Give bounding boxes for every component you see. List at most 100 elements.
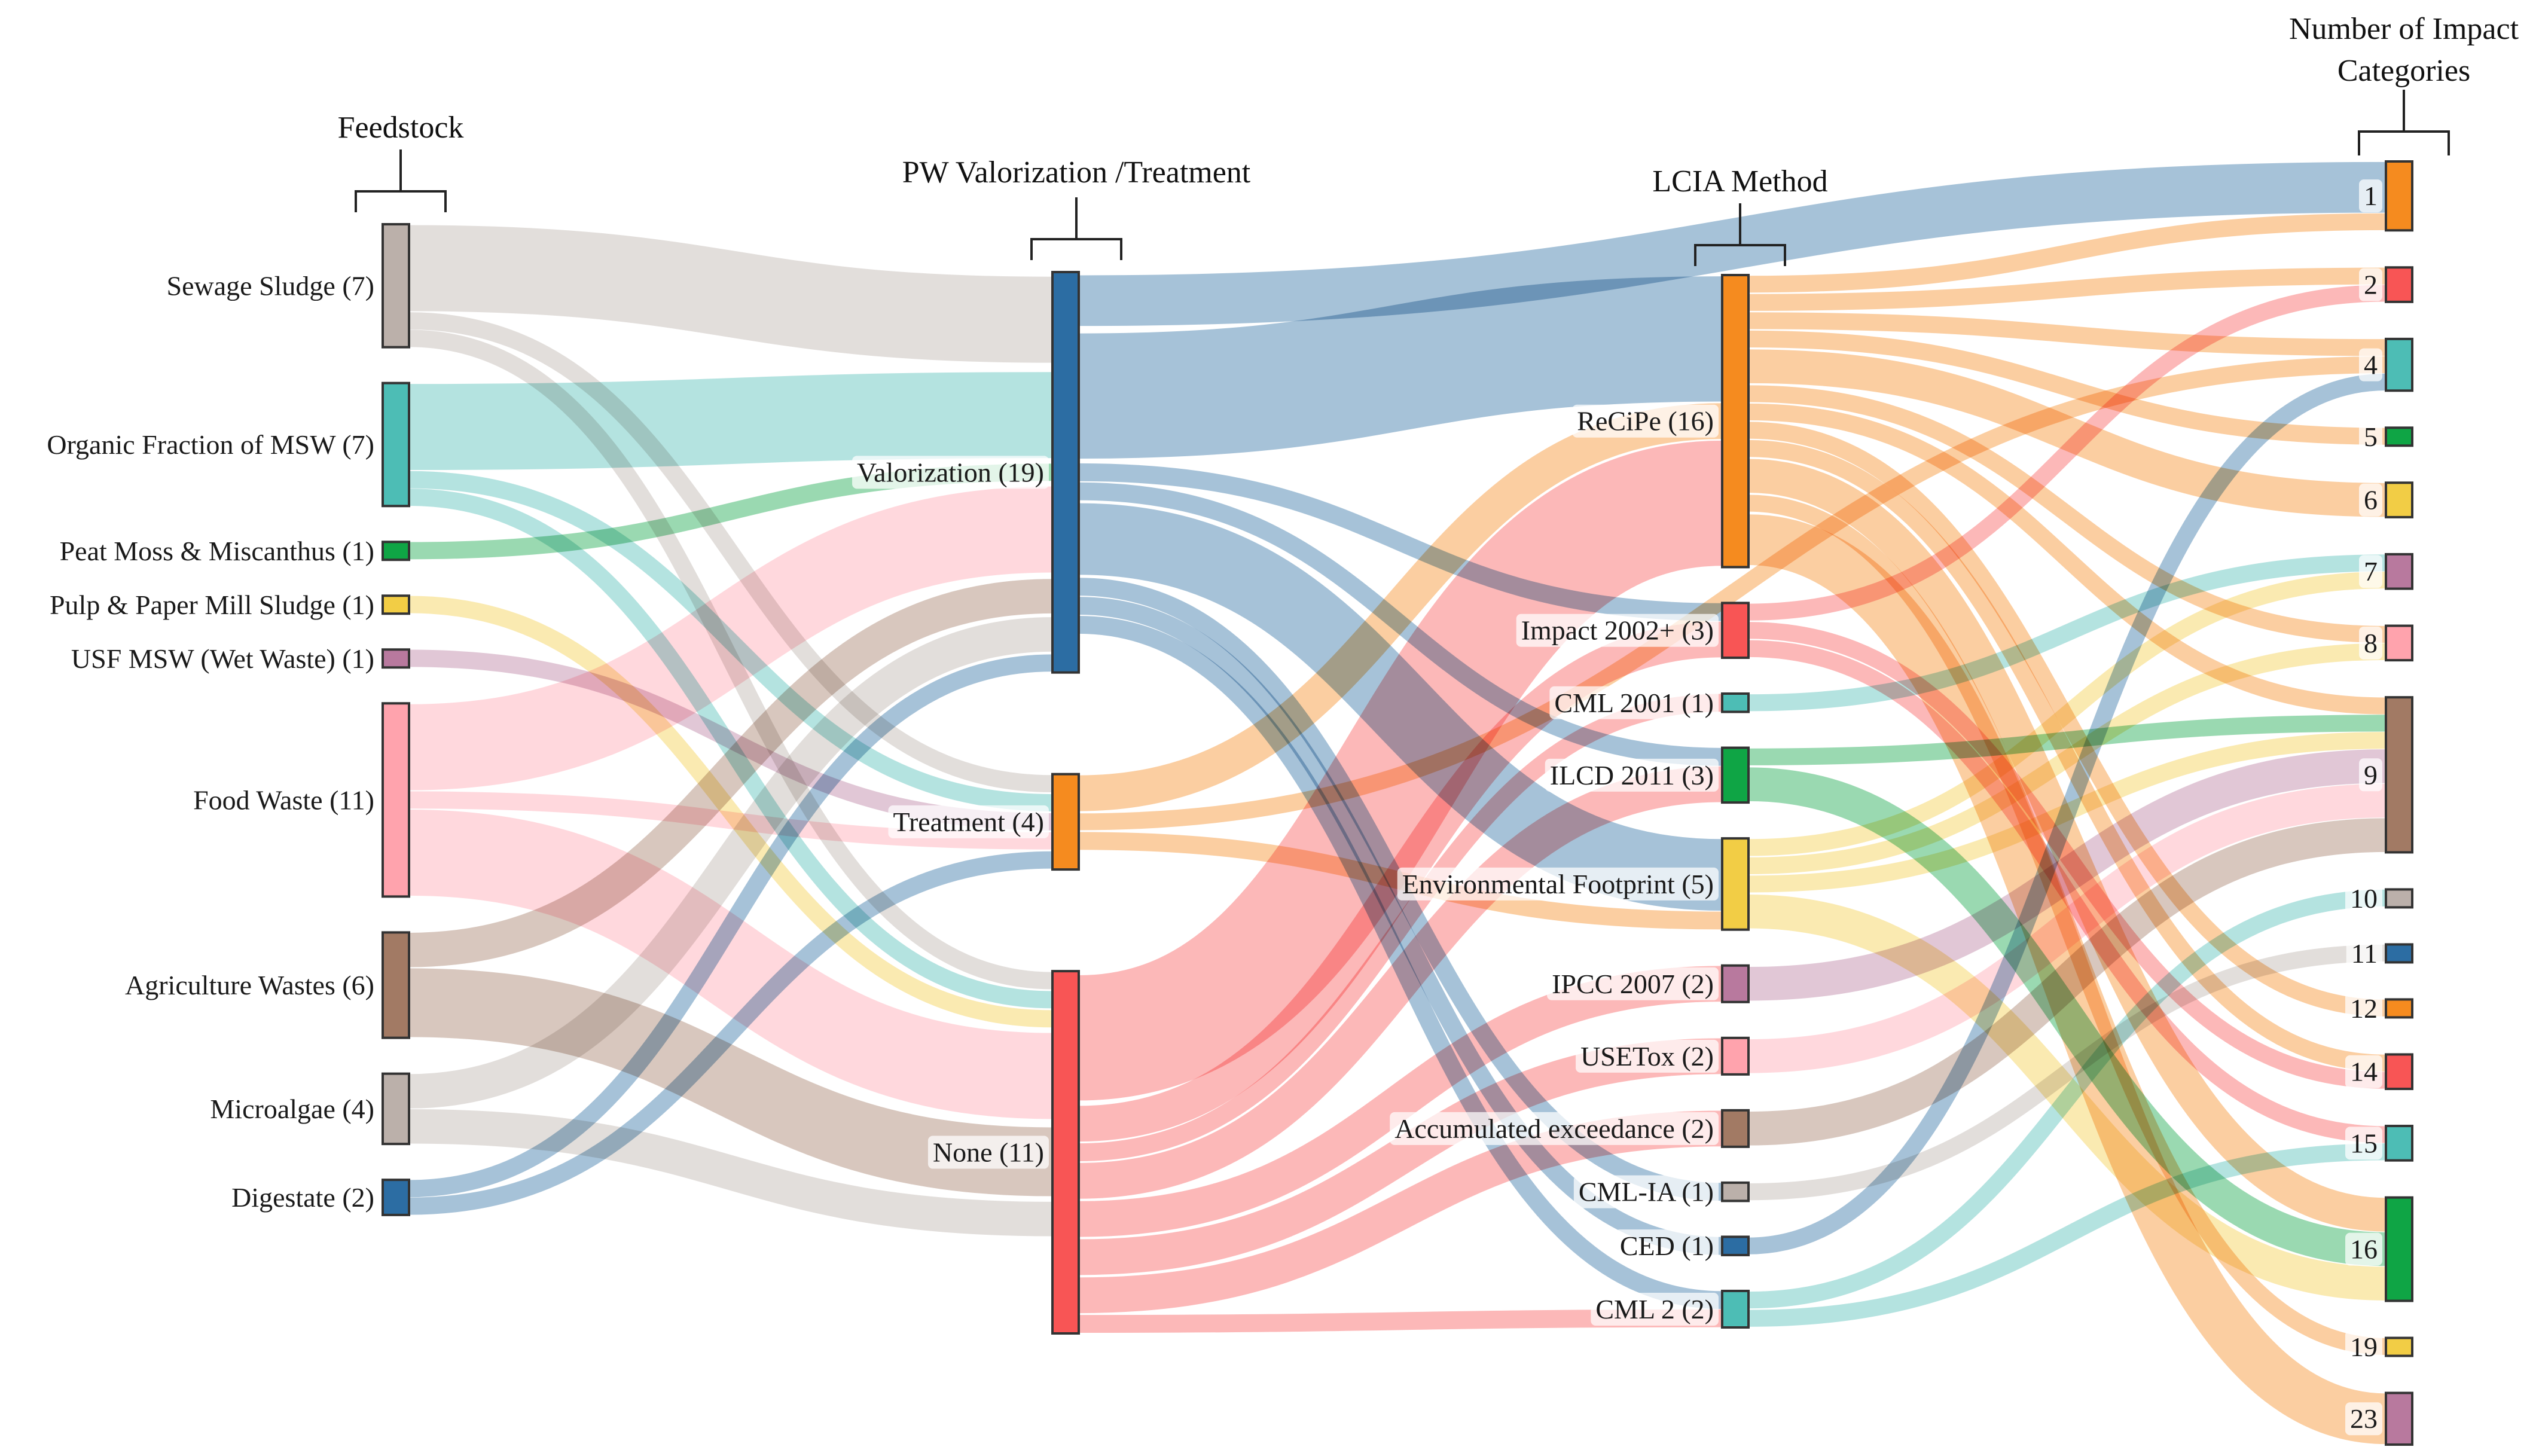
node-treat — [1051, 773, 1080, 871]
column-bracket-treatment — [1030, 197, 1122, 260]
node-ipcc — [1721, 964, 1750, 1003]
node-label-n6: 6 — [2364, 485, 2378, 515]
label-halo — [2359, 758, 2382, 792]
node-label-n19: 19 — [2350, 1332, 2378, 1362]
link-food-to-valor — [408, 486, 1053, 790]
node-label-algae: Microalgae (4) — [210, 1094, 374, 1124]
column-headers: Feedstock PW Valorization /Treatment LCIA … — [338, 12, 2519, 266]
node-label-cml2001: CML 2001 (1) — [1554, 688, 1714, 718]
label-halo — [54, 534, 379, 567]
node-algae — [382, 1072, 410, 1146]
link-pulp-to-none — [408, 596, 1053, 1028]
node-n1 — [2385, 160, 2413, 232]
link-recipe-to-n4 — [1748, 312, 2387, 356]
link-sludge-to-treat — [408, 312, 1053, 793]
link-agri-to-valor — [408, 579, 1053, 967]
node-bar-algae — [382, 1072, 410, 1146]
node-bar-food — [382, 702, 410, 898]
link-none-to-cml2001 — [1078, 694, 1723, 1162]
column-header-impact-line-2: Categories — [2337, 54, 2470, 88]
node-bar-n14 — [2385, 1053, 2413, 1091]
node-cml2001 — [1721, 692, 1750, 713]
node-ced — [1721, 1235, 1750, 1256]
label-halo — [2359, 626, 2382, 660]
node-bar-n10 — [2385, 888, 2413, 909]
node-cmlia — [1721, 1181, 1750, 1202]
node-n12 — [2385, 998, 2413, 1019]
link-recipe-to-n9 — [1748, 403, 2387, 715]
label-halo — [44, 588, 379, 621]
node-bar-n16 — [2385, 1196, 2413, 1302]
label-halo — [120, 969, 379, 1002]
label-halo — [1390, 1112, 1719, 1145]
node-envfp — [1721, 837, 1750, 931]
label-halo — [2346, 936, 2382, 970]
label-halo — [1516, 613, 1719, 647]
node-agri — [382, 931, 410, 1039]
label-halo — [2359, 268, 2382, 301]
label-halo — [2345, 991, 2382, 1025]
link-accum-to-n9 — [1748, 818, 2387, 1146]
link-cml2001-to-n7 — [1748, 554, 2387, 712]
column-header-feedstock: Feedstock — [338, 111, 464, 145]
link-none-to-recipe — [1077, 440, 1724, 1101]
node-bar-n5 — [2385, 426, 2413, 447]
node-bar-n4 — [2385, 337, 2413, 392]
node-bar-imp2002 — [1721, 602, 1750, 660]
link-recipe-to-n6 — [1748, 349, 2387, 517]
node-bar-valor — [1051, 271, 1080, 674]
node-bar-n1 — [2385, 160, 2413, 232]
node-n23 — [2385, 1391, 2413, 1446]
node-label-n1: 1 — [2364, 181, 2378, 211]
label-halo — [1547, 967, 1719, 1000]
node-bar-cml2001 — [1721, 692, 1750, 713]
node-usf — [382, 648, 410, 669]
node-label-n12: 12 — [2350, 993, 2378, 1024]
link-recipe-to-n1 — [1748, 213, 2387, 293]
link-ilcd-to-n16 — [1748, 767, 2387, 1266]
node-bar-ced — [1721, 1235, 1750, 1256]
node-n6 — [2385, 481, 2413, 518]
node-label-agri: Agriculture Wastes (6) — [125, 970, 374, 1000]
node-label-cmlia: CML-IA (1) — [1579, 1177, 1714, 1207]
column-header-impact-line-1: Number of Impact — [2289, 12, 2519, 46]
node-label-sludge: Sewage Sludge (7) — [167, 270, 374, 301]
link-cmlia-to-n11 — [1748, 944, 2387, 1201]
link-recipe-to-n8 — [1748, 385, 2387, 643]
node-bar-envfp — [1721, 837, 1750, 931]
node-bar-n7 — [2385, 553, 2413, 590]
label-halo — [2359, 420, 2382, 453]
node-label-imp2002: Impact 2002+ (3) — [1521, 615, 1714, 646]
node-label-ilcd: ILCD 2011 (3) — [1550, 760, 1714, 790]
node-label-ced: CED (1) — [1620, 1231, 1714, 1261]
node-label-n2: 2 — [2364, 270, 2378, 300]
label-halo — [2359, 555, 2382, 588]
link-ipcc-to-n9 — [1748, 749, 2387, 1001]
labels-layer: Sewage Sludge (7) Organic Fraction of MSW… — [42, 179, 2382, 1436]
label-halo — [2359, 348, 2382, 381]
node-n14 — [2385, 1053, 2413, 1091]
node-bar-n6 — [2385, 481, 2413, 518]
node-label-n10: 10 — [2350, 883, 2378, 914]
column-header-treatment: PW Valorization /Treatment — [902, 155, 1251, 190]
node-label-peat: Peat Moss & Miscanthus (1) — [60, 536, 374, 566]
node-label-envfp: Environmental Footprint (5) — [1402, 869, 1714, 899]
node-n9 — [2385, 696, 2413, 854]
link-envfp-to-n7 — [1748, 572, 2387, 856]
link-food-to-none — [408, 809, 1053, 1119]
node-n10 — [2385, 888, 2413, 909]
node-recipe — [1721, 274, 1750, 569]
node-bar-n23 — [2385, 1391, 2413, 1446]
link-ofmsw-to-valor — [408, 372, 1053, 471]
link-ced-to-n4 — [1748, 373, 2387, 1254]
node-label-n9: 9 — [2364, 759, 2378, 790]
node-label-n11: 11 — [2351, 938, 2378, 969]
label-halo — [227, 1181, 379, 1214]
column-bracket-lcia — [1694, 203, 1786, 266]
node-bar-cmlia — [1721, 1181, 1750, 1202]
label-halo — [852, 456, 1049, 489]
label-halo — [1615, 1229, 1719, 1263]
node-cml2 — [1721, 1289, 1750, 1329]
label-halo — [1572, 404, 1719, 438]
